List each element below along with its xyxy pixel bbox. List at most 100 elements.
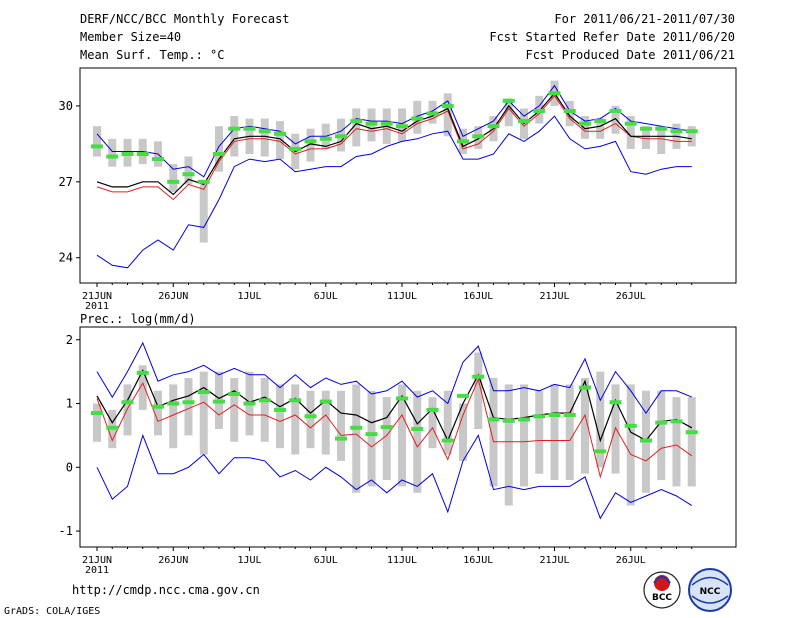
- precip-green-marker-14: [289, 398, 302, 403]
- temp-green-marker-32: [563, 109, 576, 113]
- temp-green-marker-23: [426, 111, 439, 116]
- precip-line-obs-red: [96, 377, 693, 479]
- temp-green-marker-17: [335, 134, 347, 139]
- temp-xtick-label-26jul: 26JUL: [616, 291, 646, 302]
- precip-box-19: [367, 390, 376, 487]
- temp-box-40: [687, 126, 696, 147]
- precip-box-38: [657, 390, 666, 481]
- precip-green-marker-3: [121, 400, 134, 405]
- precip-box-28: [504, 384, 513, 506]
- precip-green-marker-31: [548, 413, 561, 417]
- precip-green-marker-26: [472, 374, 485, 379]
- precip-box-15: [306, 390, 315, 449]
- temp-box-24: [443, 93, 452, 137]
- precip-ytick-label-2: 2: [66, 333, 73, 347]
- temp-green-marker-11: [243, 126, 256, 131]
- temp-green-marker-14: [289, 146, 302, 151]
- precip-box-17: [337, 390, 345, 461]
- precip-box-10: [230, 378, 239, 442]
- temp-box-36: [626, 116, 635, 149]
- precip-box-14: [291, 384, 300, 455]
- temp-ytick-label-30: 30: [59, 99, 73, 113]
- footer-url[interactable]: http://cmdp.ncc.cma.gov.cn: [72, 583, 260, 597]
- temp-green-marker-33: [579, 121, 591, 126]
- temp-box-15: [306, 128, 315, 162]
- precip-green-marker-18: [350, 425, 363, 430]
- precip-xtick-label-26jul: 26JUL: [616, 555, 646, 566]
- temp-green-marker-40: [685, 129, 698, 134]
- precip-green-marker-30: [533, 414, 546, 419]
- temp-box-7: [184, 156, 193, 185]
- precip-box-27: [489, 378, 498, 487]
- temp-green-marker-19: [365, 121, 378, 126]
- precip-green-marker-32: [563, 413, 576, 417]
- precip-xtick-label-26jun: 26JUN: [158, 555, 188, 566]
- temp-box-9: [215, 126, 223, 172]
- precip-box-7: [184, 378, 193, 436]
- temp-green-marker-38: [655, 126, 668, 131]
- precip-box-34: [596, 371, 605, 468]
- temp-xtick-label-26jun: 26JUN: [158, 291, 188, 302]
- precip-xtick-label-6jul: 6JUL: [314, 555, 338, 566]
- precip-green-marker-4: [136, 370, 149, 375]
- temp-green-marker-1: [91, 144, 103, 149]
- precip-green-marker-36: [624, 423, 637, 428]
- precip-green-marker-19: [365, 432, 378, 437]
- precip-box-26: [474, 352, 483, 430]
- precip-xtick-label-21jul: 21JUL: [539, 555, 569, 566]
- precip-box-39: [672, 397, 681, 487]
- temperature-plot-frame: [79, 67, 737, 284]
- precip-green-marker-25: [457, 393, 469, 398]
- header-start-date: Fcst Started Refer Date 2011/06/20: [489, 30, 735, 44]
- temp-box-12: [260, 118, 269, 157]
- precip-green-marker-20: [380, 425, 393, 430]
- temp-box-28: [504, 98, 513, 127]
- precip-box-5: [154, 390, 162, 436]
- header-produced-date: Fcst Produced Date 2011/06/21: [525, 48, 735, 62]
- precip-box-29: [520, 384, 528, 487]
- precip-green-marker-12: [258, 398, 271, 403]
- temp-line-upper-blue: [96, 84, 692, 178]
- temp-green-marker-31: [548, 91, 561, 96]
- temp-green-marker-21: [396, 124, 408, 129]
- temp-green-marker-5: [152, 157, 164, 162]
- precip-green-marker-37: [640, 438, 652, 443]
- precip-box-12: [260, 378, 269, 442]
- temp-green-marker-7: [182, 172, 195, 177]
- temp-line-ens-mean: [96, 92, 692, 196]
- ncc-logo-text: NCC: [700, 587, 721, 597]
- precip-green-marker-23: [426, 407, 439, 412]
- precip-green-marker-7: [182, 400, 195, 405]
- header-variable: Mean Surf. Temp.: °C: [80, 48, 225, 62]
- precip-ytick-label-1: 1: [66, 397, 73, 411]
- precip-line-ens-mean: [96, 368, 693, 443]
- temp-ytick-label-24: 24: [59, 251, 73, 265]
- temp-box-6: [169, 164, 178, 192]
- temp-box-8: [199, 184, 208, 243]
- precip-line-upper-blue: [96, 341, 692, 414]
- precip-green-marker-9: [213, 399, 225, 404]
- precip-green-marker-29: [518, 417, 530, 422]
- precip-ytick-label--1: -1: [59, 524, 73, 538]
- temp-xtick-label-16jul: 16JUL: [463, 291, 493, 302]
- precip-box-40: [687, 397, 696, 487]
- temp-green-marker-29: [518, 119, 530, 124]
- temp-green-marker-8: [197, 179, 210, 184]
- temp-box-2: [108, 138, 117, 167]
- ncc-logo: NCC: [688, 568, 732, 612]
- temp-green-marker-34: [594, 119, 607, 124]
- precip-box-1: [93, 403, 101, 442]
- precip-box-31: [550, 384, 559, 481]
- precip-green-marker-11: [243, 401, 256, 406]
- precip-box-25: [459, 403, 467, 461]
- precip-green-marker-16: [319, 399, 332, 404]
- precip-green-marker-10: [228, 391, 241, 396]
- precip-green-marker-13: [274, 407, 286, 412]
- temp-green-marker-16: [319, 136, 332, 141]
- precip-box-18: [352, 384, 361, 493]
- precip-box-33: [581, 378, 589, 474]
- temp-box-38: [657, 126, 666, 154]
- precip-green-marker-22: [411, 427, 424, 432]
- temp-green-marker-22: [411, 116, 424, 121]
- temp-green-marker-2: [106, 154, 119, 159]
